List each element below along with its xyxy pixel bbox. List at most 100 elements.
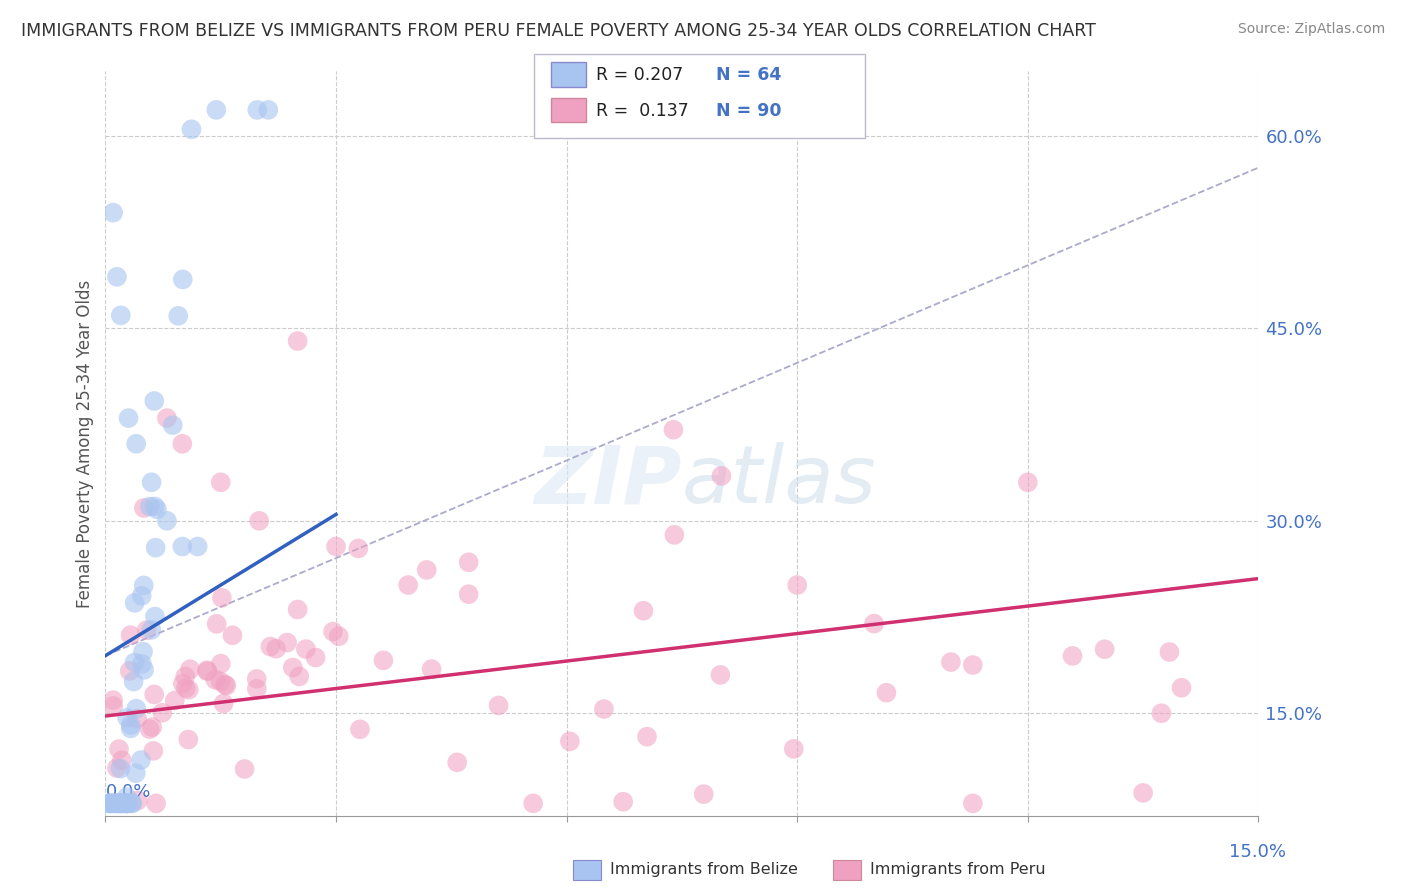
Point xyxy=(139,500,162,514)
Point xyxy=(177,732,200,747)
Point xyxy=(179,662,201,676)
Text: atlas: atlas xyxy=(682,442,877,520)
Point xyxy=(875,686,897,700)
Point xyxy=(141,623,163,637)
Point xyxy=(247,514,270,528)
Point xyxy=(143,688,166,702)
Point xyxy=(131,657,153,671)
Point xyxy=(962,797,984,811)
Point xyxy=(612,795,634,809)
Point xyxy=(115,711,138,725)
Point xyxy=(322,624,344,639)
Point xyxy=(205,103,228,117)
Point xyxy=(349,723,371,737)
Point xyxy=(863,616,886,631)
Point xyxy=(172,437,194,451)
Point xyxy=(197,665,219,679)
Point xyxy=(117,411,139,425)
Point xyxy=(446,756,468,770)
Point xyxy=(710,468,733,483)
Point xyxy=(246,672,269,686)
Point xyxy=(110,797,132,811)
Point xyxy=(100,797,122,811)
Text: ZIP: ZIP xyxy=(534,442,682,520)
Point xyxy=(593,702,616,716)
Point xyxy=(636,730,658,744)
Point xyxy=(783,742,806,756)
Text: 15.0%: 15.0% xyxy=(1229,843,1286,861)
Point xyxy=(104,797,127,811)
Point xyxy=(115,790,138,805)
Point xyxy=(633,604,655,618)
Point xyxy=(457,587,479,601)
Point xyxy=(259,640,281,654)
Point xyxy=(129,753,152,767)
Point xyxy=(108,797,131,811)
Point xyxy=(1017,475,1039,490)
Point xyxy=(108,742,131,756)
Point xyxy=(105,797,128,811)
Text: N = 90: N = 90 xyxy=(716,102,782,120)
Point xyxy=(214,677,236,691)
Point xyxy=(692,787,714,801)
Point xyxy=(107,797,129,811)
Point xyxy=(420,662,443,676)
Point xyxy=(211,591,233,605)
Point xyxy=(141,720,163,734)
Point xyxy=(221,628,243,642)
Point xyxy=(124,656,146,670)
Point xyxy=(142,744,165,758)
Point xyxy=(215,679,238,693)
Point xyxy=(120,718,142,732)
Point xyxy=(125,701,148,715)
Point xyxy=(101,693,124,707)
Text: Immigrants from Peru: Immigrants from Peru xyxy=(869,863,1045,877)
Point xyxy=(172,540,194,554)
Point xyxy=(162,418,184,433)
Point xyxy=(117,797,139,811)
Text: IMMIGRANTS FROM BELIZE VS IMMIGRANTS FROM PERU FEMALE POVERTY AMONG 25-34 YEAR O: IMMIGRANTS FROM BELIZE VS IMMIGRANTS FRO… xyxy=(21,22,1095,40)
Point xyxy=(101,797,124,811)
Point xyxy=(172,676,194,690)
Point xyxy=(488,698,510,713)
Point xyxy=(143,500,166,514)
Point xyxy=(115,797,138,811)
Point xyxy=(287,602,309,616)
Point xyxy=(172,272,194,286)
Point xyxy=(143,609,166,624)
Point xyxy=(187,540,209,554)
Point xyxy=(110,309,132,323)
Point xyxy=(138,722,160,736)
Point xyxy=(662,423,685,437)
Point xyxy=(1170,681,1192,695)
Point xyxy=(246,681,269,696)
Point xyxy=(558,734,581,748)
Point xyxy=(111,753,134,767)
Point xyxy=(257,103,280,117)
Point xyxy=(98,797,121,811)
Text: N = 64: N = 64 xyxy=(716,66,780,84)
Point xyxy=(114,797,136,811)
Point xyxy=(209,674,232,689)
Point xyxy=(939,655,962,669)
Point xyxy=(118,664,141,678)
Text: R =  0.137: R = 0.137 xyxy=(596,102,689,120)
Point xyxy=(304,650,326,665)
Point xyxy=(325,540,347,554)
Point xyxy=(145,541,167,555)
Text: 0.0%: 0.0% xyxy=(105,782,150,801)
Point xyxy=(108,797,131,811)
Point xyxy=(120,722,142,736)
Point xyxy=(457,555,479,569)
Point xyxy=(127,712,149,726)
Point xyxy=(103,797,125,811)
Point xyxy=(98,797,121,811)
Point xyxy=(205,616,228,631)
Point xyxy=(174,669,197,683)
Point xyxy=(195,663,218,677)
Point xyxy=(134,663,156,677)
Point xyxy=(1094,642,1116,657)
Point xyxy=(347,541,370,556)
Point xyxy=(295,642,318,657)
Point xyxy=(131,589,153,603)
